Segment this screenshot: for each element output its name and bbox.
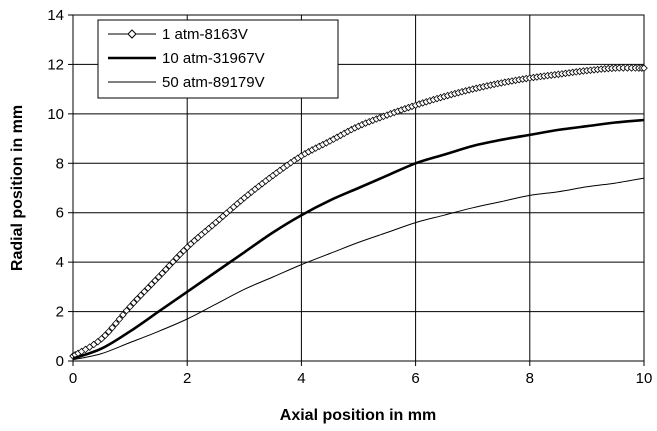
axes: 0 2 4 6 8 10 0 2 4 6 8 10 12 14 [47,7,652,387]
series-marker-1 [144,284,152,292]
y-tick-label: 8 [56,155,64,172]
x-tick-label: 8 [526,370,534,387]
x-tick-label: 4 [297,370,305,387]
series-marker-1 [151,276,159,285]
y-tick-label: 12 [47,56,64,73]
series-marker-1 [122,306,131,315]
x-tick-label: 2 [183,370,191,387]
series-marker-1 [115,315,124,323]
y-tick-label: 14 [47,7,64,24]
legend-label-1: 1 atm-8163V [162,26,248,43]
series-group [69,64,648,361]
series-marker-1 [140,287,149,296]
series-line-3 [72,177,645,361]
series-marker-1 [172,254,181,262]
series-marker-1 [104,327,113,336]
y-tick-label: 10 [47,106,64,123]
y-tick-label: 6 [56,205,64,222]
legend-label-3: 50 atm-89179V [162,74,265,91]
series-marker-1 [162,265,170,274]
x-tick-label: 6 [411,370,419,387]
series-marker-1 [169,258,177,266]
series-marker-1 [158,269,166,277]
series-marker-1 [176,250,184,259]
legend-marker-1 [127,29,137,39]
legend: 1 atm-8163V 10 atm-31967V 50 atm-89179V [97,19,339,99]
series-marker-1 [133,295,142,303]
x-tick-label: 10 [636,370,653,387]
series-marker-1 [154,273,163,281]
x-axis-title: Axial position in mm [280,407,436,424]
y-tick-label: 4 [56,254,64,271]
series-line-2 [72,118,645,360]
y-tick-label: 2 [56,304,64,321]
legend-label-2: 10 atm-31967V [162,50,265,67]
series-marker-1 [126,302,134,311]
series-marker-1 [119,311,127,319]
series-marker-1 [179,247,188,255]
y-axis-title: Radial position in mm [9,105,26,271]
series-marker-1 [165,261,174,270]
series-marker-1 [108,323,117,332]
series-marker-1 [129,299,138,307]
y-tick-label: 0 [56,353,64,370]
series-marker-1 [147,280,156,289]
series-marker-1 [112,319,120,328]
series-marker-1 [101,331,109,340]
x-tick-label: 0 [69,370,77,387]
series-marker-1 [137,291,145,300]
series-marker-1 [640,64,648,72]
